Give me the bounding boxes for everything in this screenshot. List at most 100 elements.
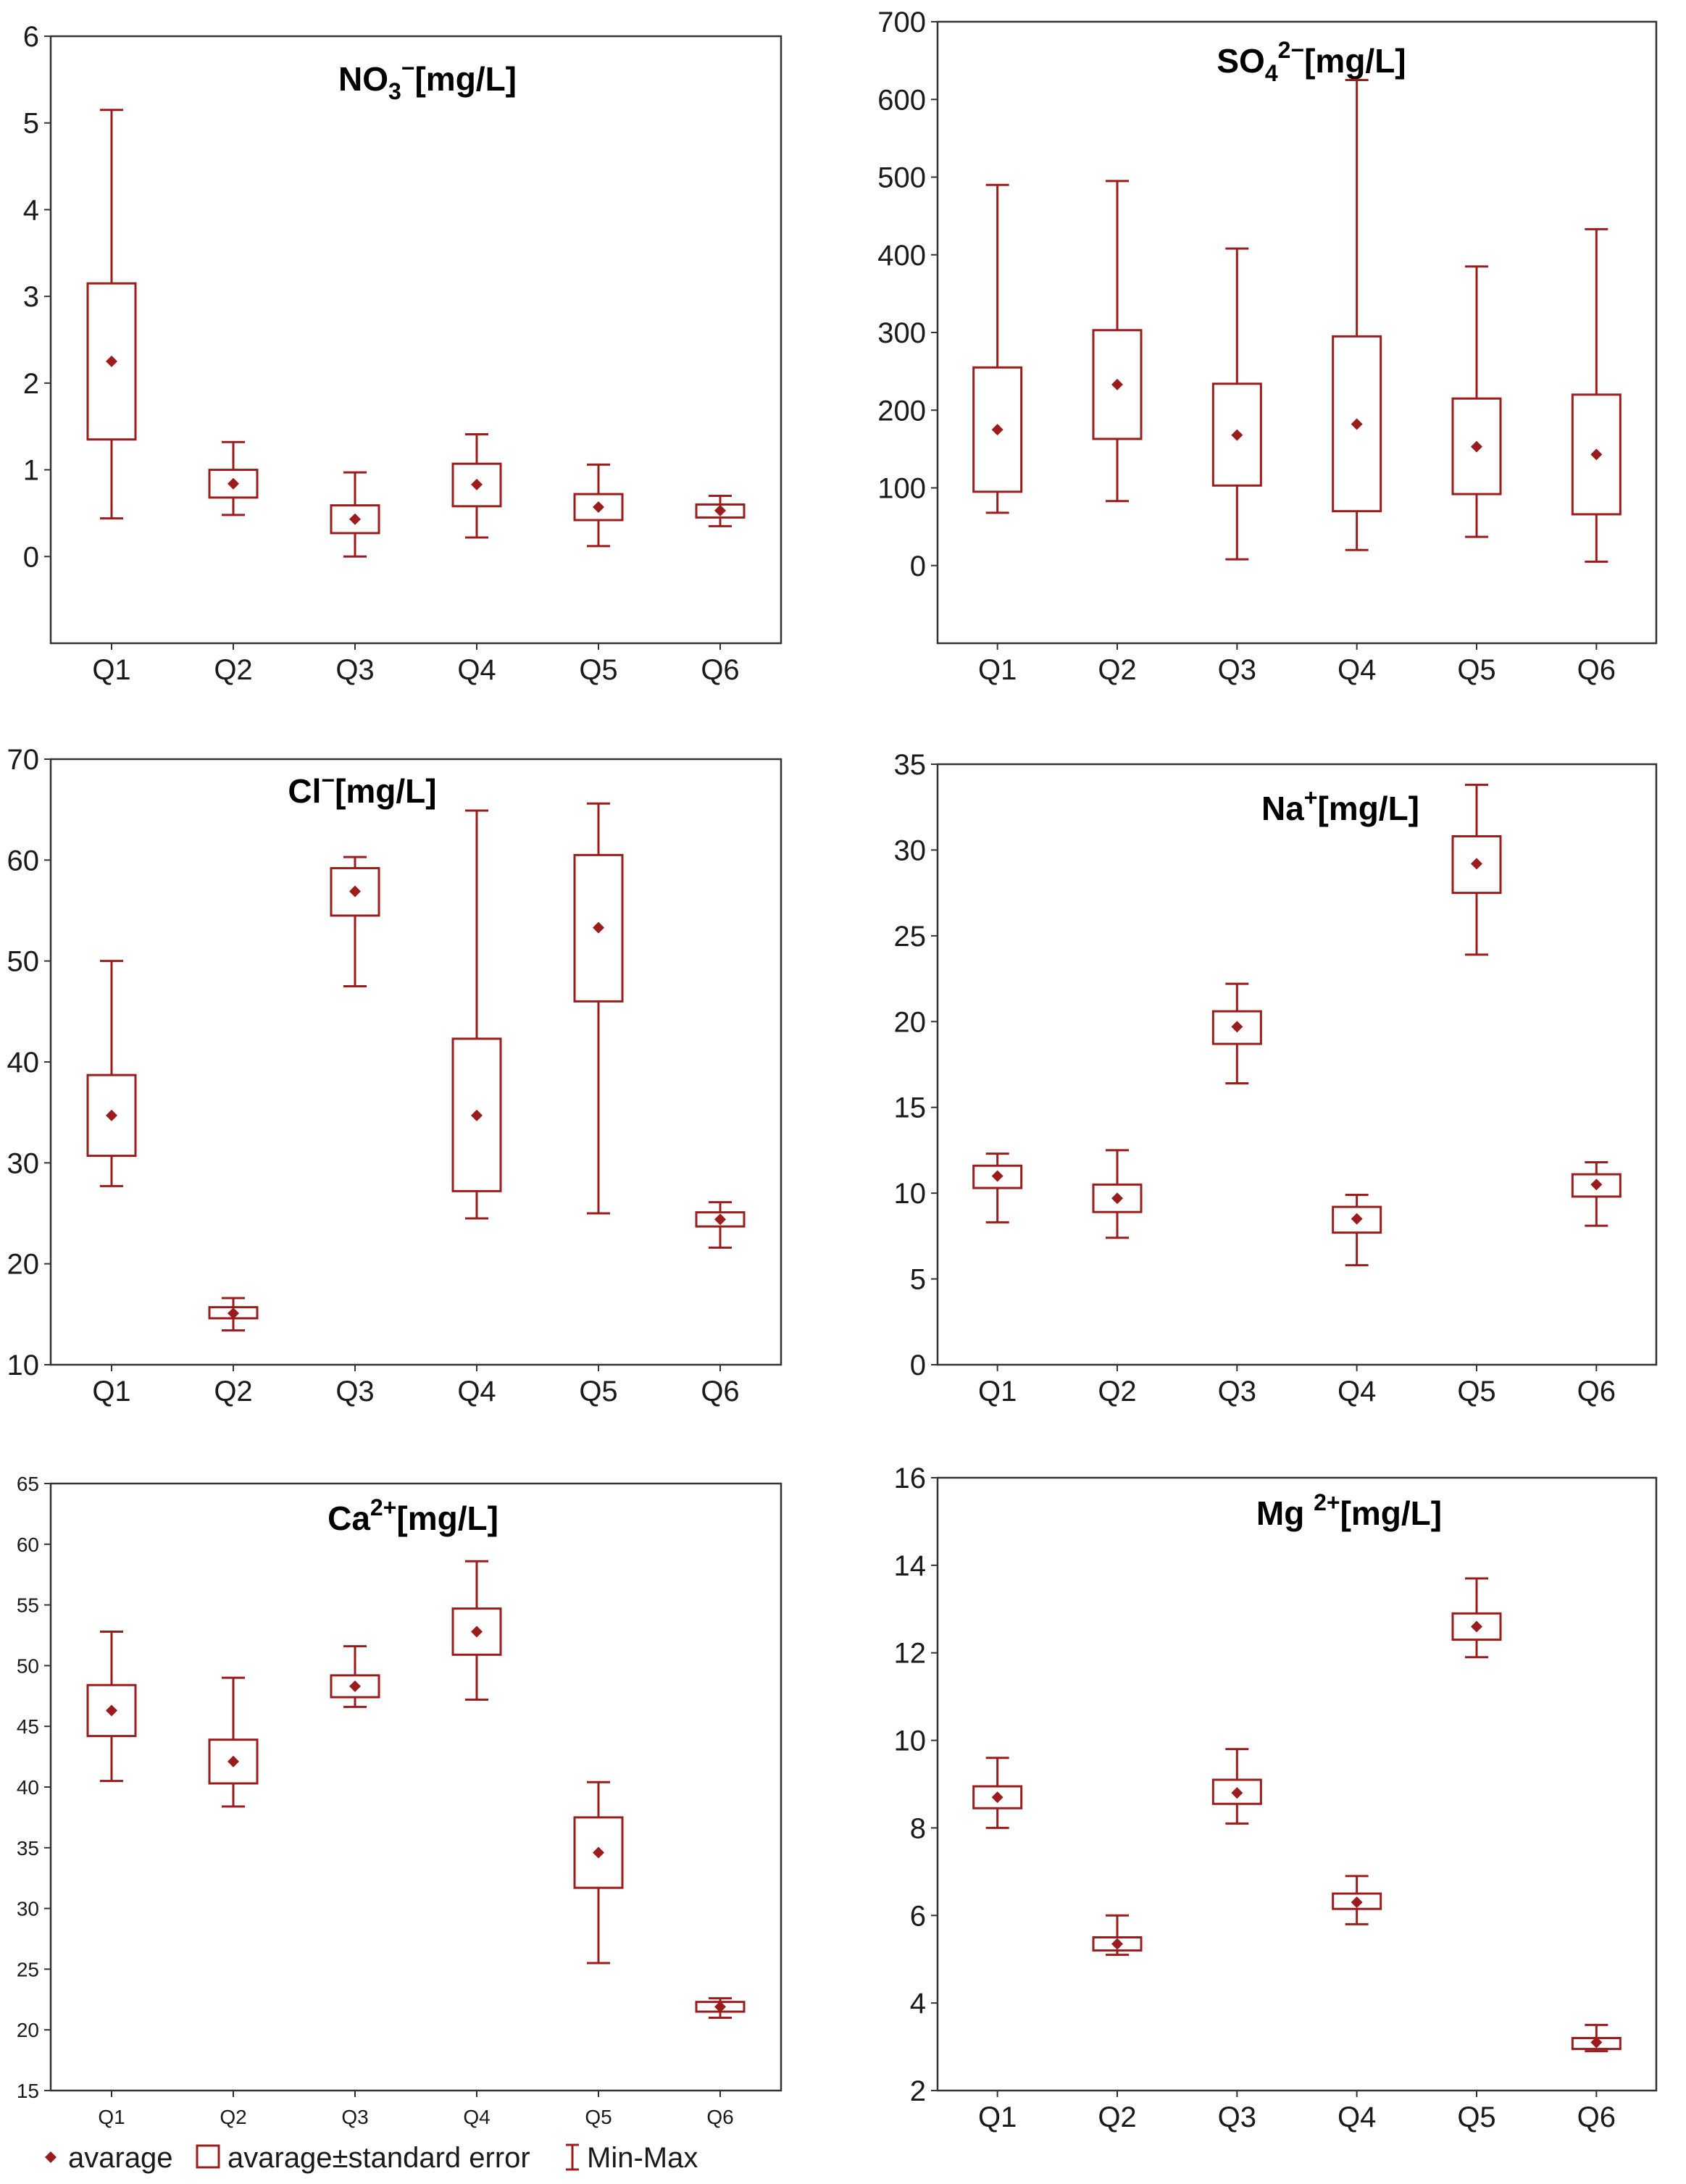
y-tick-label: 12 — [894, 1638, 927, 1670]
se-box — [695, 503, 746, 519]
y-tick-label: 40 — [17, 1776, 39, 1799]
se-box — [330, 1674, 380, 1699]
y-tick-label: 500 — [877, 162, 926, 194]
y-tick-label: 25 — [17, 1958, 39, 1980]
mean-marker — [714, 2001, 726, 2013]
y-tick-label: 50 — [7, 946, 40, 978]
y-tick-label: 10 — [894, 1178, 927, 1210]
se-box — [86, 282, 137, 441]
y-tick-label: 700 — [877, 7, 926, 38]
mean-marker — [106, 355, 117, 367]
mean-marker — [714, 1213, 726, 1226]
mean-marker — [593, 921, 604, 934]
chart-panel-6: 2 4 6 8 10 12 14 16 Q1 Q2 Q3 Q4 Q5 Q6 Mg 2+[mg/L] — [894, 1463, 1658, 2133]
y-tick-label: 8 — [910, 1812, 926, 1844]
mean-marker — [593, 501, 604, 514]
chart-panel-3: 10 20 30 40 50 60 70 Q1 Q2 Q3 Q4 Q5 Q6 Cl−[mg/L] — [7, 744, 783, 1407]
y-tick-label: 5 — [23, 108, 39, 140]
legend-minmax-label: Min-Max — [587, 2142, 698, 2174]
x-tick-label: Q6 — [706, 2106, 733, 2128]
se-box — [573, 853, 624, 1003]
se-box — [1571, 393, 1622, 516]
mean-marker — [106, 1109, 117, 1121]
mean-marker — [991, 1170, 1003, 1182]
chart-panel-4: 0 5 10 15 20 25 30 35 Q1 Q2 Q3 Q4 Q5 Q6 Na+[mg/L] — [894, 749, 1658, 1407]
mean-marker — [349, 1680, 361, 1692]
y-tick-label: 10 — [7, 1350, 40, 1381]
y-tick-label: 15 — [17, 2080, 39, 2102]
chart-title: NO3−[mg/L] — [338, 55, 517, 104]
y-tick-label: 4 — [23, 194, 39, 226]
legend-se-label: avarage±standard error — [228, 2142, 530, 2174]
x-tick-label: Q1 — [978, 1376, 1017, 1407]
x-tick-label: Q3 — [335, 654, 374, 686]
se-box — [573, 1816, 624, 1889]
x-tick-label: Q3 — [1218, 2101, 1256, 2133]
se-box — [1451, 1612, 1502, 1641]
x-tick-label: Q4 — [457, 654, 496, 686]
x-tick-label: Q2 — [1098, 2101, 1136, 2133]
y-tick-label: 35 — [17, 1837, 39, 1859]
chart-title: SO42−[mg/L] — [1216, 37, 1406, 86]
mean-marker — [228, 1755, 239, 1767]
chart-panel-2: 0 100 200 300 400 500 600 700 Q1 Q2 Q3 Q4 Q5 Q6 SO42−[… — [877, 7, 1658, 686]
se-box — [451, 1037, 502, 1192]
y-tick-label: 35 — [894, 749, 927, 781]
x-tick-label: Q5 — [1457, 654, 1495, 686]
mean-marker — [228, 1307, 239, 1319]
x-tick-label: Q2 — [214, 654, 252, 686]
chart-panel-1: 0 1 2 3 4 5 6 Q1 Q2 Q3 Q4 Q5 Q6 NO3−[mg/L] — [23, 21, 783, 686]
y-tick-label: 6 — [23, 21, 39, 53]
x-tick-label: Q1 — [92, 654, 130, 686]
mean-marker — [593, 1846, 604, 1859]
plot-frame — [49, 1482, 783, 2092]
plot-frame — [936, 763, 1658, 1366]
chart-title: Cl−[mg/L] — [288, 767, 436, 810]
plot-frame — [936, 1476, 1658, 2092]
y-tick-label: 40 — [7, 1047, 40, 1079]
mean-marker — [1231, 1787, 1243, 1799]
se-box — [972, 366, 1023, 493]
mean-marker — [1111, 1938, 1123, 1950]
y-tick-label: 10 — [894, 1725, 927, 1757]
y-tick-label: 65 — [17, 1473, 39, 1495]
mean-marker — [349, 885, 361, 898]
y-tick-label: 45 — [17, 1715, 39, 1738]
plot-frame — [936, 20, 1658, 645]
y-tick-label: 0 — [23, 541, 39, 573]
legend-average-label: avarage — [68, 2142, 173, 2174]
x-tick-label: Q3 — [341, 2106, 368, 2128]
y-tick-label: 30 — [17, 1898, 39, 1920]
mean-marker — [1471, 858, 1482, 870]
se-box — [86, 1683, 137, 1738]
se-box — [1211, 1778, 1262, 1805]
x-tick-label: Q3 — [1218, 1376, 1256, 1407]
plot-frame — [49, 758, 783, 1366]
x-tick-label: Q4 — [463, 2106, 490, 2128]
mean-marker — [1351, 418, 1363, 430]
mean-marker — [106, 1704, 117, 1717]
mean-marker — [1590, 1179, 1603, 1191]
x-tick-label: Q1 — [98, 2106, 125, 2128]
y-tick-label: 5 — [910, 1264, 926, 1296]
y-tick-label: 1 — [23, 455, 39, 487]
se-box — [1332, 1892, 1382, 1910]
se-box — [1332, 335, 1382, 513]
se-box — [972, 1785, 1023, 1809]
x-tick-label: Q3 — [1218, 654, 1256, 686]
chart-panel-5: 15 20 25 30 35 40 45 50 55 60 65 Q1 Q2 Q3 Q4 Q5 Q6 Ca2+[m… — [17, 1473, 783, 2128]
mean-marker — [228, 477, 239, 490]
x-tick-label: Q6 — [1577, 2101, 1616, 2133]
se-box — [972, 1164, 1023, 1189]
mean-marker — [1111, 378, 1123, 390]
x-tick-label: Q1 — [92, 1376, 130, 1407]
mean-marker — [1471, 440, 1482, 453]
x-tick-label: Q5 — [1457, 2101, 1495, 2133]
se-box — [573, 493, 624, 522]
se-box — [1451, 834, 1502, 895]
x-tick-label: Q6 — [1577, 654, 1616, 686]
mean-marker — [991, 1791, 1003, 1804]
x-tick-label: Q4 — [1337, 654, 1376, 686]
chart-title: Ca2+[mg/L] — [327, 1494, 498, 1537]
